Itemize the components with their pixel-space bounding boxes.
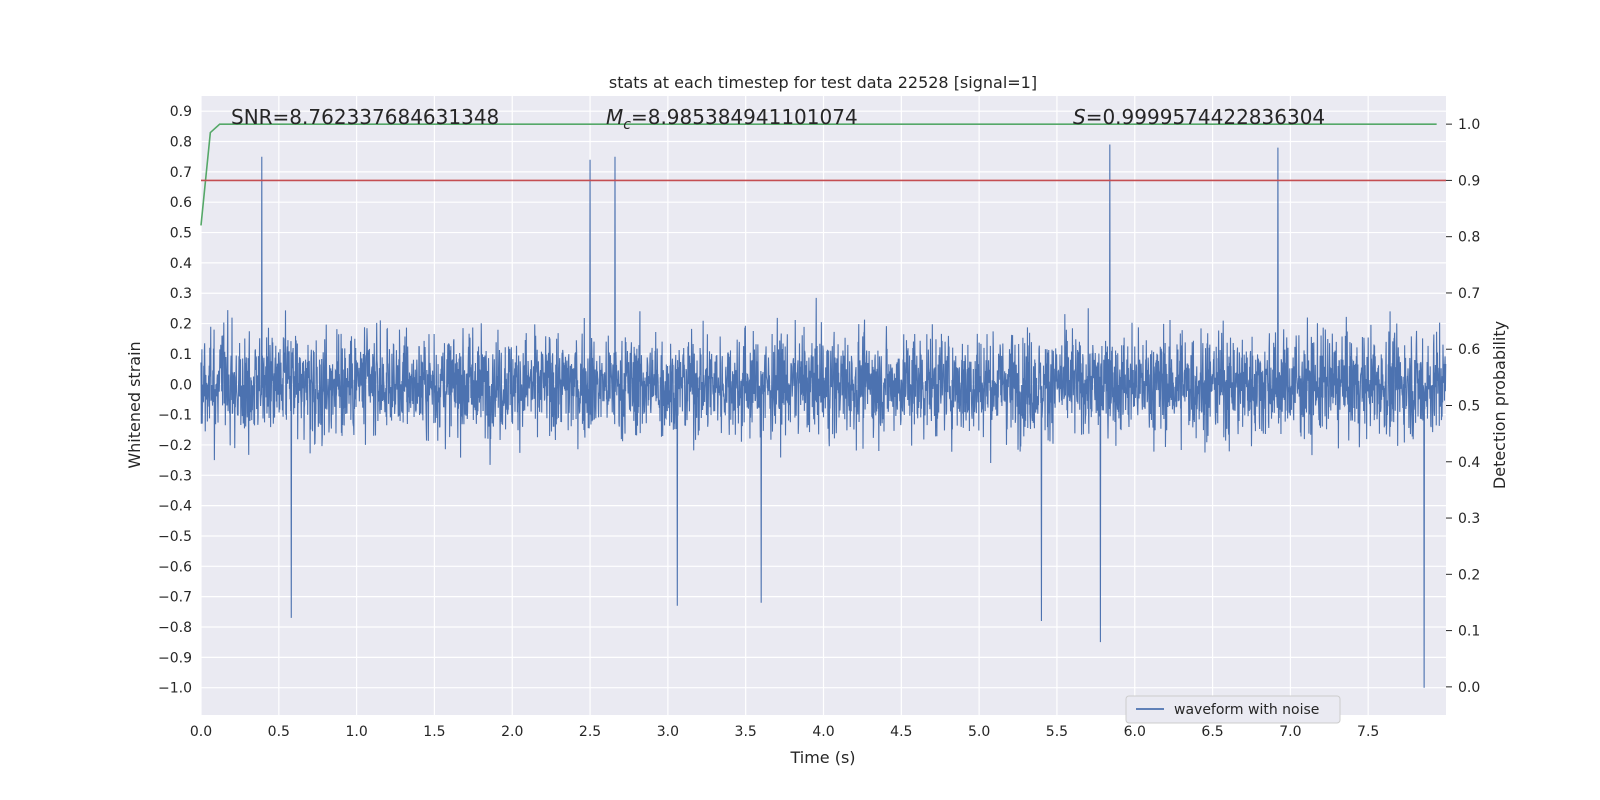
waveform-line [200,144,1447,688]
x-tick-label: 4.5 [890,724,912,740]
y2-tick-label: 0.9 [1458,173,1480,189]
y2-tick-label: 0.3 [1458,511,1480,527]
y2-tick-label: 0.8 [1458,230,1480,246]
y-tick-label: 0.9 [170,104,192,120]
y-tick-label: −0.2 [158,438,192,454]
chirp-mass-subscript: c [623,117,631,133]
y-tick-label: 0.1 [170,347,192,363]
y-tick-label: −0.9 [158,650,192,666]
y2-tick-label: 0.5 [1458,399,1480,415]
y-tick-label: 0.7 [170,165,192,181]
y-tick-label: −1.0 [158,681,192,697]
y-axis-ticks: 0.9 0.8 0.7 0.6 0.5 0.4 0.3 0.2 0.1 0.0 −0.1 −0.2 −0… [158,104,192,697]
y-tick-label: 0.5 [170,226,192,242]
y-tick-label: −0.1 [158,408,192,424]
snr-annotation: SNR=8.762337684631348 [231,105,499,129]
x-tick-label: 0.5 [268,724,290,740]
y-tick-label: −0.6 [158,559,192,575]
legend-box [1125,695,1341,724]
x-axis-ticks: 0.0 0.5 1.0 1.5 2.0 2.5 3.0 3.5 4.0 4.5 5.0 5.5 6.0 6… [190,724,1379,740]
x-tick-label: 6.5 [1201,724,1223,740]
y-axis-label: Whitened strain [125,341,144,468]
y-tick-label: −0.8 [158,620,192,636]
x-tick-label: 0.0 [190,724,212,740]
x-axis-label: Time (s) [789,748,855,767]
y2-tick-label: 0.2 [1458,567,1480,583]
x-tick-label: 3.5 [735,724,757,740]
y2-axis-ticks: 1.0 0.9 0.8 0.7 0.6 0.5 0.4 0.3 0.2 0.1 0.0 [1446,117,1480,696]
x-tick-label: 7.0 [1279,724,1301,740]
score-symbol: S [1073,105,1086,129]
y-tick-label: 0.3 [170,286,192,302]
score-value: =0.9999574422836304 [1086,105,1325,129]
x-tick-label: 1.0 [345,724,367,740]
x-tick-label: 6.0 [1124,724,1146,740]
y-tick-label: 0.2 [170,317,192,333]
legend: waveform with noise [1125,695,1341,724]
probability-line [200,123,1437,226]
y-tick-label: −0.5 [158,529,192,545]
x-tick-label: 2.0 [501,724,523,740]
x-tick-label: 5.0 [968,724,990,740]
chirp-mass-value: =8.985384941101074 [631,105,858,129]
x-tick-label: 2.5 [579,724,601,740]
y2-tick-label: 0.4 [1458,455,1480,471]
chirp-mass-symbol: M [606,105,623,129]
x-tick-label: 7.5 [1357,724,1379,740]
y-tick-label: −0.3 [158,468,192,484]
chirp-mass-annotation: Mc=8.985384941101074 [606,105,858,133]
score-annotation: S=0.9999574422836304 [1073,105,1325,129]
y2-axis-label: Detection probability [1490,321,1509,489]
y2-tick-label: 0.7 [1458,286,1480,302]
x-tick-label: 4.0 [812,724,834,740]
y-tick-label: 0.8 [170,135,192,151]
y-tick-label: 0.6 [170,195,192,211]
y2-tick-label: 0.1 [1458,624,1480,640]
y-tick-label: 0.4 [170,256,192,272]
x-tick-label: 1.5 [423,724,445,740]
y2-tick-label: 1.0 [1458,117,1480,133]
x-tick-label: 3.0 [657,724,679,740]
y2-tick-label: 0.6 [1458,342,1480,358]
y-tick-label: −0.4 [158,499,192,515]
y2-tick-label: 0.0 [1458,680,1480,696]
y-tick-label: 0.0 [170,377,192,393]
waveform-series [200,144,1447,688]
y-tick-label: −0.7 [158,590,192,606]
x-tick-label: 5.5 [1046,724,1068,740]
chart-title: stats at each timestep for test data 225… [609,73,1037,92]
legend-label: waveform with noise [1174,702,1319,718]
